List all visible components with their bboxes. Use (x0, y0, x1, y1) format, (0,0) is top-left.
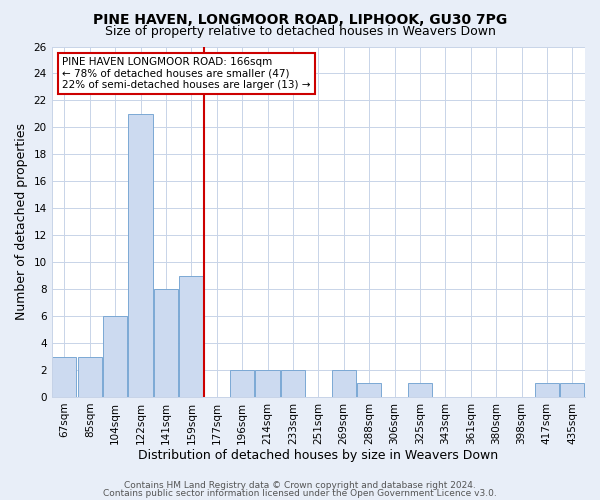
Text: Contains HM Land Registry data © Crown copyright and database right 2024.: Contains HM Land Registry data © Crown c… (124, 481, 476, 490)
Bar (560, 384, 584, 397)
Text: PINE HAVEN, LONGMOOR ROAD, LIPHOOK, GU30 7PG: PINE HAVEN, LONGMOOR ROAD, LIPHOOK, GU30… (93, 12, 507, 26)
Bar (332, 370, 356, 397)
Bar (408, 384, 432, 397)
Bar (52, 356, 76, 397)
Bar (357, 384, 381, 397)
Bar (535, 384, 559, 397)
Bar (128, 114, 152, 397)
Text: Contains public sector information licensed under the Open Government Licence v3: Contains public sector information licen… (103, 489, 497, 498)
Bar (256, 370, 280, 397)
Bar (103, 316, 127, 397)
Bar (179, 276, 203, 397)
Bar (154, 289, 178, 397)
Bar (230, 370, 254, 397)
Text: Size of property relative to detached houses in Weavers Down: Size of property relative to detached ho… (104, 25, 496, 38)
Bar (281, 370, 305, 397)
Bar (77, 356, 102, 397)
Y-axis label: Number of detached properties: Number of detached properties (15, 123, 28, 320)
X-axis label: Distribution of detached houses by size in Weavers Down: Distribution of detached houses by size … (138, 450, 499, 462)
Text: PINE HAVEN LONGMOOR ROAD: 166sqm
← 78% of detached houses are smaller (47)
22% o: PINE HAVEN LONGMOOR ROAD: 166sqm ← 78% o… (62, 57, 311, 90)
